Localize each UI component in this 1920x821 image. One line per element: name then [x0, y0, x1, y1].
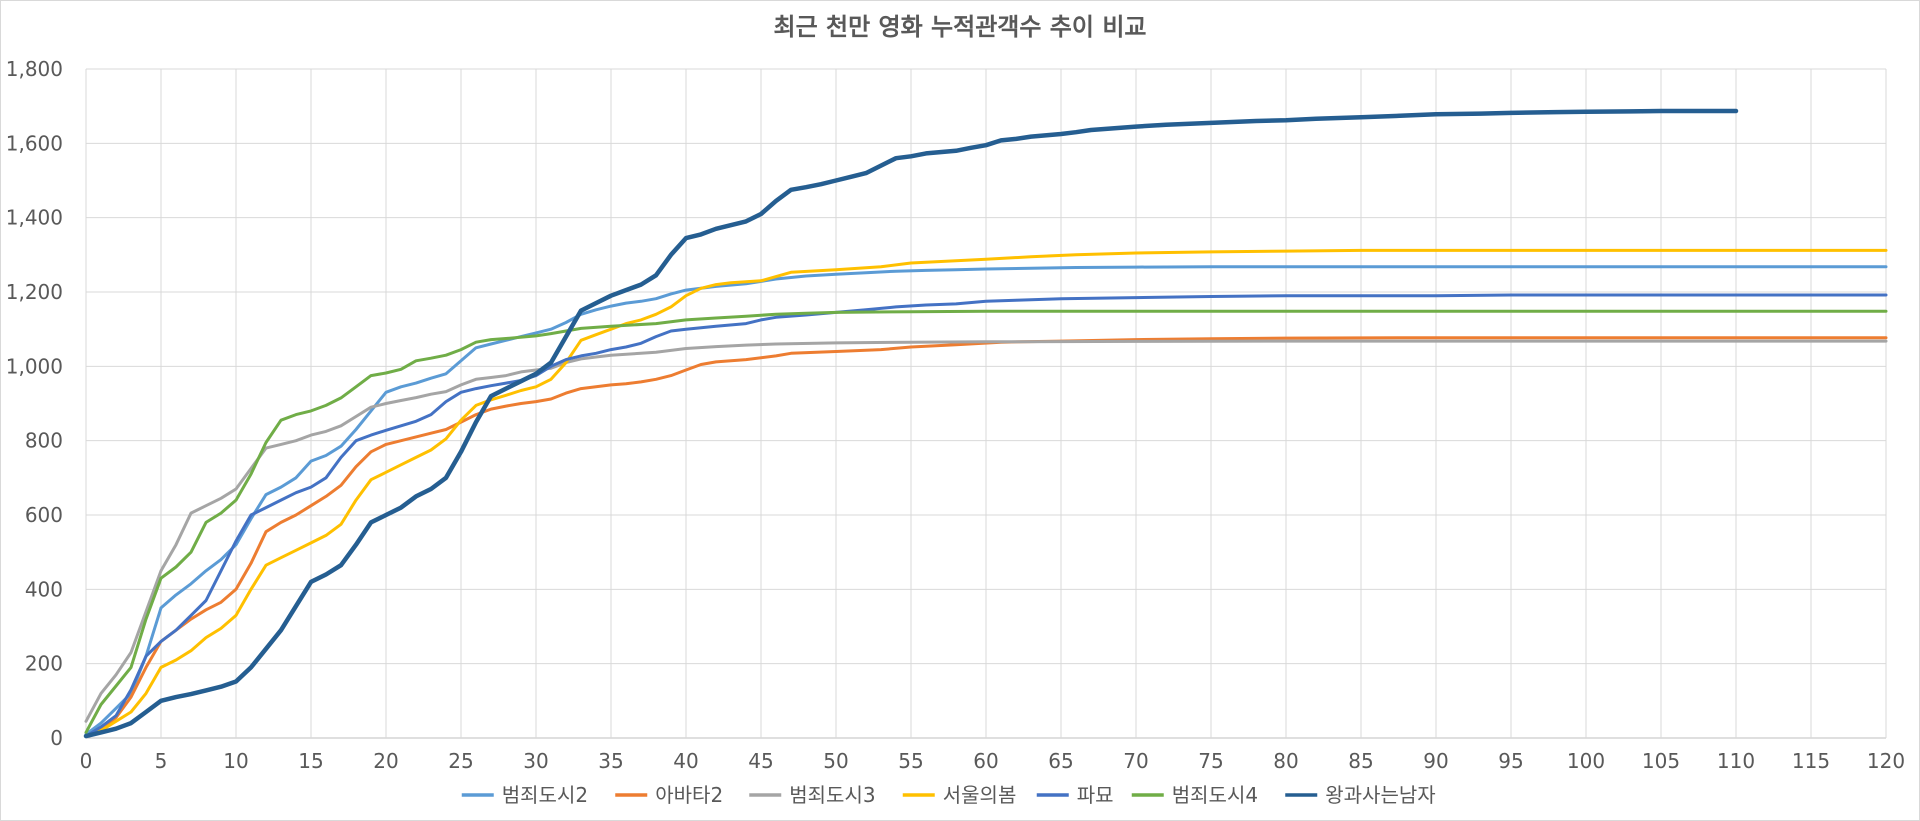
x-tick-label: 110 [1717, 749, 1755, 773]
x-tick-label: 70 [1123, 749, 1148, 773]
chart-title: 최근 천만 영화 누적관객수 추이 비교 [774, 13, 1147, 41]
x-tick-label: 25 [448, 749, 473, 773]
series-line-2 [84, 336, 1888, 738]
x-tick-label: 40 [673, 749, 698, 773]
x-tick-label: 85 [1348, 749, 1373, 773]
x-tick-label: 10 [223, 749, 248, 773]
y-tick-label: 1,000 [6, 354, 63, 378]
y-tick-label: 1,400 [6, 206, 63, 230]
legend-label: 왕과사는남자 [1325, 783, 1435, 807]
x-tick-label: 30 [523, 749, 548, 773]
x-tick-label: 50 [823, 749, 848, 773]
legend-item: 왕과사는남자 [1285, 783, 1436, 807]
x-tick-label: 115 [1792, 749, 1830, 773]
legend-label: 범죄도시3 [789, 783, 875, 807]
x-tick-label: 0 [80, 749, 93, 773]
legend-label: 파묘 [1077, 783, 1114, 807]
x-tick-label: 120 [1867, 749, 1905, 773]
x-tick-label: 105 [1642, 749, 1680, 773]
x-tick-label: 35 [598, 749, 623, 773]
x-tick-label: 15 [298, 749, 323, 773]
x-tick-label: 45 [748, 749, 773, 773]
x-tick-label: 100 [1567, 749, 1605, 773]
gridlines [85, 68, 1887, 739]
legend-label: 범죄도시2 [502, 783, 588, 807]
x-axis-ticks: 0 5 10 15 20 25 30 35 40 45 50 55 60 65 70 75 80 85 90 95 10… [80, 749, 1905, 773]
x-tick-label: 65 [1048, 749, 1073, 773]
legend-item: 파묘 [1036, 783, 1114, 807]
series-line-7 [83, 108, 1739, 739]
y-tick-label: 1,800 [6, 57, 63, 81]
y-tick-label: 1,200 [6, 280, 63, 304]
legend: 범죄도시2 아바타2 범죄도시3 서울의봄 파묘 범죄도시4 왕과사는남자 [461, 783, 1436, 807]
series-lines [83, 108, 1888, 739]
y-tick-label: 0 [50, 726, 63, 750]
x-tick-label: 60 [973, 749, 998, 773]
y-axis-ticks: 0 200 400 600 800 1,000 1,200 1,400 1,600 1,800 [6, 57, 63, 750]
x-tick-label: 90 [1423, 749, 1448, 773]
series-line-3 [84, 339, 1888, 723]
y-tick-label: 400 [25, 577, 63, 601]
legend-item: 범죄도시2 [461, 783, 588, 807]
y-tick-label: 1,600 [6, 131, 63, 155]
x-tick-label: 5 [155, 749, 168, 773]
series-line-6 [84, 309, 1888, 734]
series-line-4 [84, 248, 1888, 738]
legend-label: 서울의봄 [943, 783, 1017, 807]
y-tick-label: 800 [25, 429, 63, 453]
legend-label: 아바타2 [655, 783, 723, 807]
y-tick-label: 200 [25, 652, 63, 676]
legend-item: 범죄도시3 [749, 783, 876, 807]
legend-item: 범죄도시4 [1131, 783, 1258, 807]
legend-item: 서울의봄 [902, 783, 1017, 807]
x-tick-label: 55 [898, 749, 923, 773]
x-tick-label: 75 [1198, 749, 1223, 773]
x-tick-label: 20 [373, 749, 398, 773]
legend-label: 범죄도시4 [1172, 783, 1258, 807]
x-tick-label: 80 [1273, 749, 1298, 773]
legend-item: 아바타2 [615, 783, 723, 807]
y-tick-label: 600 [25, 503, 63, 527]
x-tick-label: 95 [1498, 749, 1523, 773]
